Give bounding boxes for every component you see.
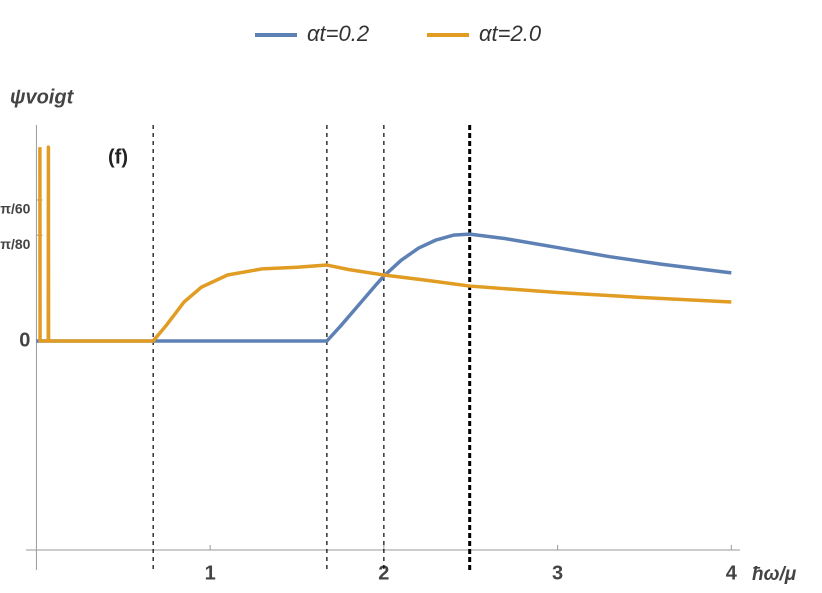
- x-tick-label: 2: [378, 562, 389, 584]
- x-tick-label: 1: [205, 562, 216, 584]
- y-tick-label: 0: [19, 329, 30, 351]
- legend-label: αt=0.2: [307, 21, 369, 46]
- legend-label: αt=2.0: [479, 21, 542, 46]
- x-axis-label: ħω/μ: [752, 564, 797, 585]
- panel-label: (f): [108, 146, 128, 168]
- y-axis-label: ψvoigt: [10, 86, 75, 108]
- y-tick-label: π/80: [0, 236, 30, 252]
- x-tick-label: 3: [552, 562, 563, 584]
- x-tick-label: 4: [726, 562, 738, 584]
- y-tick-label: π/60: [0, 201, 30, 217]
- data-line: [38, 145, 732, 343]
- data-line: [36, 232, 732, 343]
